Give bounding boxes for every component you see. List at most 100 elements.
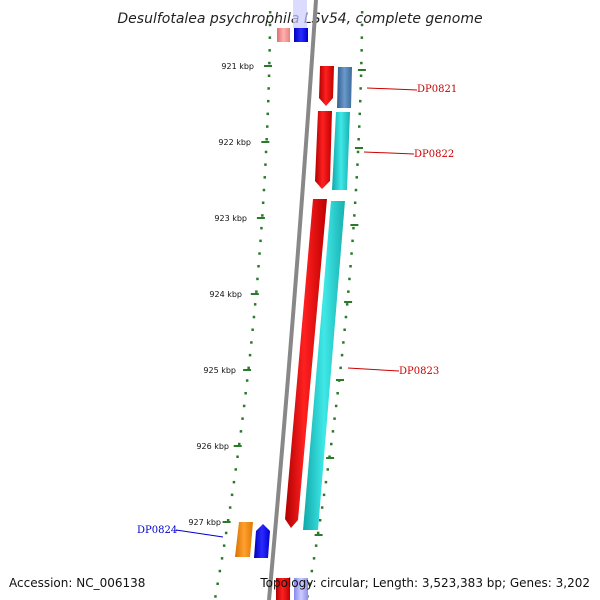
scale-dot [266, 112, 269, 116]
gene-DP0821-arrow[interactable] [319, 66, 334, 106]
tick-label-927: 927 kbp [188, 518, 221, 527]
gene-DP0823-arrow[interactable] [285, 199, 327, 528]
neighbor-genes-bottom [276, 578, 308, 600]
tick-label-924: 924 kbp [209, 290, 242, 299]
scale-dot [222, 544, 226, 547]
gene-label-DP0822[interactable]: DP0822 [414, 149, 454, 160]
scale-dot [214, 595, 217, 598]
outer-dot [308, 582, 311, 585]
outer-dot [328, 455, 331, 458]
scale-dot [264, 150, 268, 154]
outer-dot [340, 353, 344, 357]
scale-dot [224, 531, 228, 535]
gene-label-DP0821[interactable]: DP0821 [417, 84, 457, 95]
scale-dot [247, 366, 250, 370]
scale-dot [234, 468, 237, 471]
genome-backbone [267, 0, 318, 600]
outer-dot [360, 23, 364, 27]
outer-dot [312, 557, 316, 560]
outer-dot [342, 341, 345, 344]
tick-label-923: 923 kbp [214, 214, 247, 223]
gene-DP0822[interactable] [315, 111, 350, 190]
scale-dot [220, 557, 224, 560]
scale-ticks [222, 65, 366, 536]
gene-DP0823[interactable] [285, 199, 345, 530]
neighbor-feature-top [294, 28, 308, 42]
outer-dot [314, 544, 318, 547]
neighbor-gene-top[interactable] [277, 28, 290, 42]
neighbor-genes-top [277, 0, 308, 42]
outer-dot [352, 226, 355, 230]
outer-dot [339, 366, 342, 370]
scale-dot [251, 328, 254, 331]
label-line-DP0822 [363, 151, 415, 155]
scale-dot [239, 430, 243, 433]
gene-label-DP0824[interactable]: DP0824 [137, 525, 177, 536]
scale-dot [216, 582, 219, 585]
neighbor-gene-top-right [293, 0, 307, 28]
scale-dot [261, 201, 265, 204]
gene-DP0821[interactable] [319, 66, 352, 108]
scale-dot [266, 125, 269, 128]
scale-dot [248, 353, 252, 357]
accession-text: Accession: NC_006138 [9, 576, 145, 590]
scale-dot [265, 138, 268, 141]
scale-dot [230, 493, 234, 497]
scale-dot [244, 392, 247, 395]
scale-dot [250, 341, 253, 344]
outer-dot [326, 468, 329, 471]
gene-DP0821-feature [337, 67, 352, 108]
scale-tick-labels: 921 kbp 922 kbp 923 kbp 924 kbp 925 kbp … [188, 62, 254, 527]
topology-text: Topology: circular; Length: 3,523,383 bp… [259, 576, 590, 590]
scale-dotted-ring [214, 11, 272, 598]
scale-dot [257, 265, 260, 268]
scale-dot [268, 23, 272, 27]
scale-dot [253, 303, 257, 306]
scale-dot [238, 442, 241, 446]
scale-dot [263, 176, 266, 179]
neighbor-feature-bottom [294, 578, 308, 600]
scale-dot [268, 36, 272, 39]
tick-label-921: 921 kbp [221, 62, 254, 71]
scale-dot [258, 252, 261, 255]
neighbor-gene-bottom[interactable] [276, 578, 290, 600]
scale-dot [261, 214, 264, 217]
scale-dot [268, 61, 271, 65]
outer-dot [320, 506, 324, 509]
outer-dot [349, 265, 352, 268]
outer-dot [322, 493, 326, 497]
scale-dot [242, 404, 246, 408]
label-line-DP0824 [175, 529, 224, 538]
outer-dot [360, 61, 363, 65]
scale-dot [264, 163, 267, 166]
outer-dot [358, 125, 361, 128]
scale-dot [268, 49, 271, 52]
outer-dot [330, 442, 333, 446]
outer-dot [348, 277, 351, 281]
gene-DP0822-arrow[interactable] [315, 111, 332, 189]
gene-label-DP0823[interactable]: DP0823 [399, 366, 439, 377]
outer-dot [354, 188, 358, 192]
outer-dot [331, 430, 335, 433]
gene-DP0824[interactable] [235, 522, 270, 558]
outer-dot [345, 303, 349, 306]
outer-dot [310, 569, 314, 573]
scale-dot [262, 188, 266, 192]
outer-dot [316, 531, 320, 535]
label-line-DP0821 [366, 87, 418, 91]
tick-label-925: 925 kbp [203, 366, 236, 375]
outer-dot [351, 239, 354, 243]
scale-dot [236, 455, 239, 458]
gene-DP0824-arrow[interactable] [254, 524, 270, 558]
outer-dot [360, 49, 363, 52]
outer-dot [344, 315, 348, 319]
outer-dot [358, 112, 361, 116]
scale-dot [267, 99, 270, 103]
scale-dot [267, 87, 270, 90]
scale-dot [252, 315, 256, 319]
outer-dotted-ring [306, 11, 364, 598]
outer-dot [333, 417, 336, 420]
scale-dot [226, 519, 230, 522]
outer-dot [359, 87, 362, 90]
scale-dot [268, 11, 272, 14]
